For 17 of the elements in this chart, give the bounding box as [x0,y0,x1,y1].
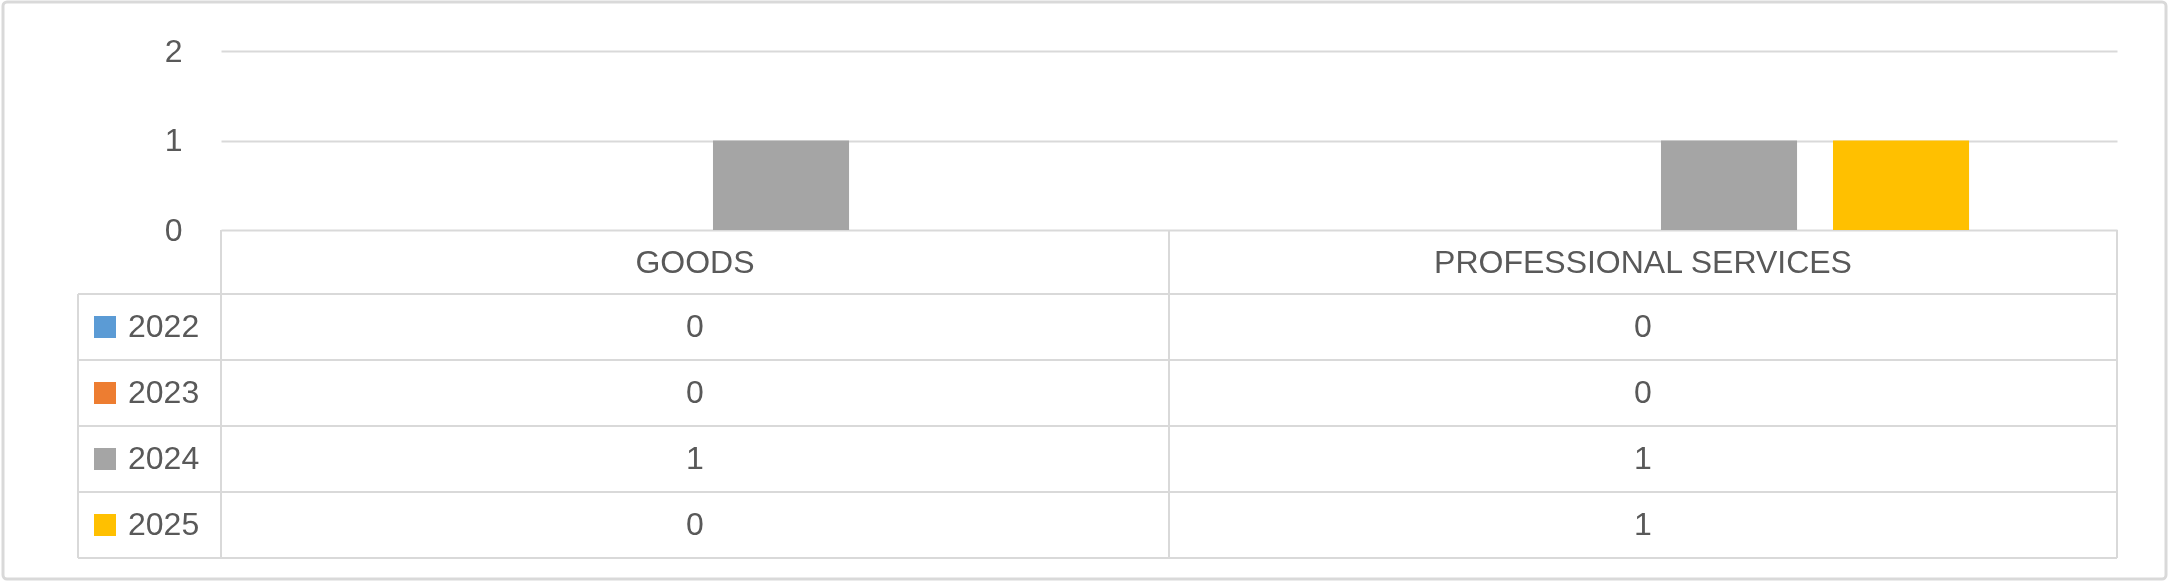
y-tick-label: 0 [164,211,183,248]
x-tick-label: GOODS [635,243,755,280]
legend-label: 2024 [128,440,200,476]
data-label: 0 [686,374,704,410]
y-tick-label: 1 [164,122,183,158]
data-label: 1 [686,440,704,476]
data-label: 1 [1634,506,1652,542]
y-tick-label: 2 [164,32,183,69]
legend-label: 2025 [128,506,200,542]
x-tick-label: PROFESSIONAL SERVICES [1434,243,1852,280]
data-label: 0 [686,308,704,344]
legend-label: 2023 [128,374,200,410]
legend-label: 2022 [128,308,200,344]
data-label: 0 [1634,374,1652,410]
data-label: 0 [1634,308,1652,344]
data-label: 0 [686,506,704,542]
data-label: 1 [1634,440,1652,476]
